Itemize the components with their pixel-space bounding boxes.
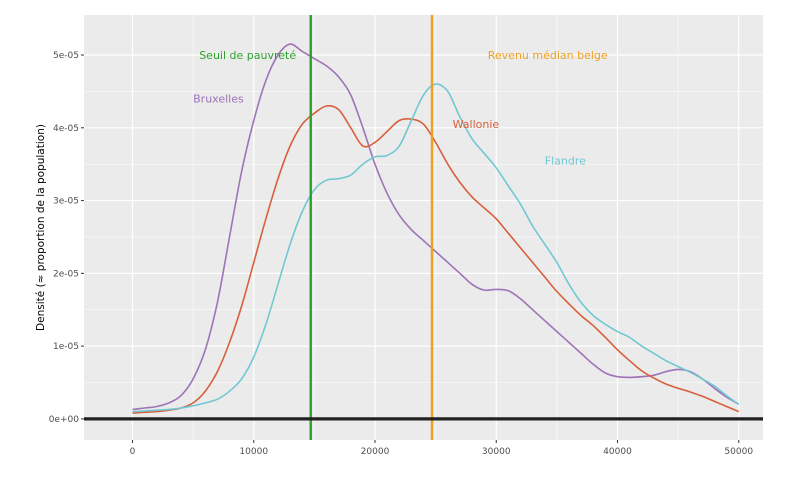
series-line-wallonie <box>132 105 740 414</box>
annotation-bruxelles: Bruxelles <box>193 93 244 106</box>
x-tick-label: 40000 <box>603 447 632 457</box>
y-tick-label: 2e-05 <box>53 269 79 279</box>
y-tick-labels: 0e+00 1e-05 2e-05 3e-05 4e-05 5e-05 <box>49 51 84 425</box>
x-tick-labels: 0 10000 20000 30000 40000 50000 <box>130 440 753 457</box>
y-tick-label: 1e-05 <box>53 342 79 352</box>
annotation-seuil-de-pauvret-: Seuil de pauvreté <box>199 49 296 62</box>
y-axis-title: Densité (≈ proportion de la population) <box>35 124 47 331</box>
x-tick-label: 10000 <box>239 447 268 457</box>
series-lines <box>132 43 740 414</box>
series-line-bruxelles <box>132 43 740 411</box>
annotations: Seuil de pauvreté Revenu médian belge Brux… <box>193 49 608 168</box>
y-tick-label: 4e-05 <box>53 124 79 134</box>
x-tick-label: 50000 <box>724 447 753 457</box>
x-tick-label: 20000 <box>361 447 390 457</box>
x-tick-label: 0 <box>130 447 136 457</box>
series-line-flandre <box>132 83 740 413</box>
y-tick-label: 0e+00 <box>49 415 80 425</box>
y-tick-label: 3e-05 <box>53 197 79 207</box>
annotation-flandre: Flandre <box>545 155 586 168</box>
y-tick-label: 5e-05 <box>53 51 79 61</box>
plot-panel <box>84 15 763 440</box>
reference-lines <box>84 15 763 440</box>
grid-lines <box>84 15 763 440</box>
x-tick-label: 30000 <box>482 447 511 457</box>
annotation-wallonie: Wallonie <box>453 118 500 131</box>
annotation-revenu-m-dian-belge: Revenu médian belge <box>488 49 608 62</box>
